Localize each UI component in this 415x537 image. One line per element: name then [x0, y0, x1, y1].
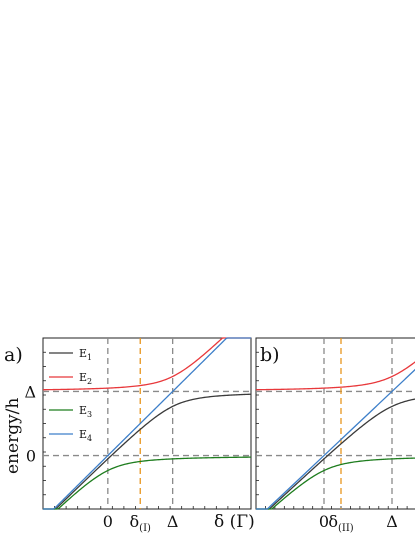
panel-b-series-1-line	[256, 398, 415, 510]
panel-b-ticks	[256, 351, 408, 509]
x-tick-label-subscript: (II)	[338, 523, 354, 534]
x-tick-label-2: Δ	[167, 512, 179, 531]
panel-a-curves	[42, 337, 252, 510]
y-tick-label-0: Δ	[24, 382, 36, 401]
panel-a-series-2-line	[42, 337, 251, 391]
x-tick-label-2: Δ	[386, 512, 398, 531]
panel-a-series-4-line	[43, 337, 251, 510]
legend: E1 E2 E3 E4	[49, 347, 92, 443]
panel-a-series-3-line	[43, 456, 252, 510]
panel-b-series-4-line	[256, 368, 415, 510]
panel-b-curves	[255, 361, 415, 510]
legend-label-2: E2	[79, 371, 92, 386]
panel-b-label: b)	[260, 344, 280, 366]
legend-label-subscript: 2	[87, 377, 92, 386]
legend-label-4: E4	[79, 428, 92, 443]
panel-b-x-tick-labels: 0 δ(II) Δ	[319, 512, 398, 534]
panel-a-ticks	[43, 351, 240, 509]
panel-b-series-3-line	[256, 457, 415, 510]
x-tick-label-1: δ(I)	[130, 512, 151, 534]
x-tick-label-0: 0	[319, 512, 329, 531]
legend-label-subscript: 3	[87, 410, 92, 419]
legend-label-1: E1	[79, 347, 92, 362]
panel-b-frame	[255, 337, 415, 510]
x-tick-label-1: δ(II)	[328, 512, 353, 534]
legend-label-subscript: 1	[87, 353, 92, 362]
legend-label-subscript: 4	[87, 434, 92, 443]
panel-b-reference-lines	[256, 338, 415, 509]
panel-a-label: a)	[4, 344, 23, 366]
x-axis-label: δ (Γ)	[214, 512, 255, 532]
panel-a-series-1-line	[43, 393, 252, 510]
x-tick-label-0: 0	[103, 512, 113, 531]
panel-b-series-2-line	[255, 361, 415, 391]
legend-label-3: E3	[79, 404, 92, 419]
x-tick-label-subscript: (I)	[139, 523, 151, 534]
panel-a-x-tick-labels: 0 δ(I) Δ	[103, 512, 179, 534]
panel-b: b) 0 δ(II) Δ	[255, 337, 415, 534]
y-tick-label-1: 0	[26, 447, 36, 466]
y-axis-label: energy/h	[3, 398, 23, 474]
panel-a-y-tick-labels: Δ0	[24, 382, 36, 465]
